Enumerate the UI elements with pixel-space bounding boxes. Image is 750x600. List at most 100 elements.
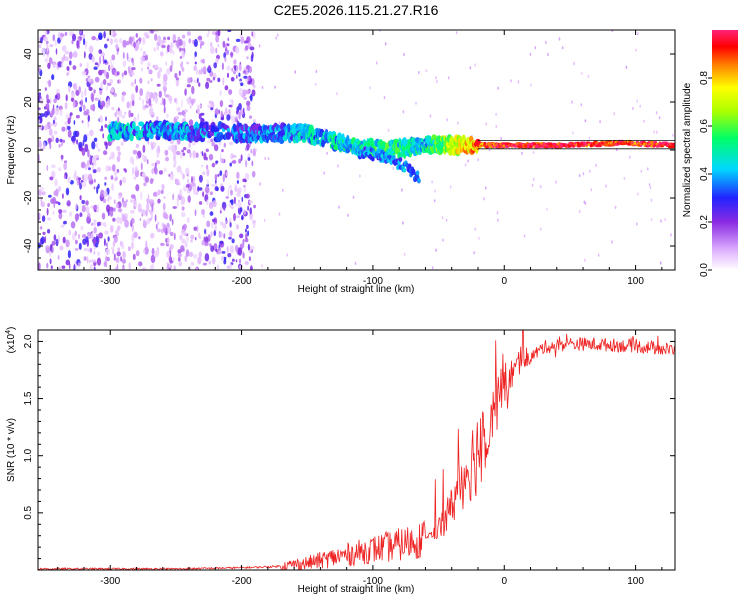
noise-speckle	[54, 39, 57, 47]
noise-speckle	[145, 240, 148, 249]
noise-speckle	[209, 211, 214, 216]
noise-speckle	[64, 31, 68, 36]
noise-speckle	[119, 179, 122, 186]
noise-speckle	[165, 61, 167, 66]
noise-speckle	[206, 168, 210, 177]
noise-speckle	[228, 89, 233, 95]
noise-speckle	[71, 232, 76, 241]
noise-speckle	[77, 262, 81, 267]
noise-speckle	[655, 111, 658, 115]
noise-speckle	[571, 100, 573, 104]
noise-speckle	[78, 242, 82, 250]
noise-speckle	[102, 133, 104, 139]
noise-speckle	[244, 261, 249, 265]
noise-speckle	[93, 245, 96, 251]
noise-speckle	[116, 216, 121, 224]
noise-speckle	[249, 115, 253, 119]
noise-speckle	[225, 50, 230, 56]
noise-speckle	[235, 46, 240, 54]
noise-speckle	[167, 237, 170, 245]
noise-speckle	[172, 206, 177, 209]
noise-speckle	[193, 56, 196, 60]
noise-speckle	[156, 45, 159, 51]
noise-speckle	[648, 183, 651, 187]
noise-speckle	[58, 144, 61, 148]
noise-speckle	[238, 64, 242, 72]
noise-speckle	[578, 174, 581, 178]
noise-speckle	[201, 240, 205, 246]
noise-speckle	[213, 230, 217, 237]
noise-speckle	[558, 37, 561, 41]
noise-speckle	[124, 219, 129, 228]
noise-speckle	[101, 100, 106, 108]
noise-speckle	[212, 76, 216, 81]
noise-speckle	[188, 119, 194, 126]
noise-speckle	[79, 146, 84, 152]
noise-speckle	[112, 240, 116, 247]
noise-speckle	[96, 257, 102, 266]
noise-speckle	[72, 65, 77, 70]
noise-speckle	[429, 114, 432, 118]
noise-speckle	[151, 112, 155, 116]
noise-speckle	[162, 223, 166, 229]
noise-speckle	[61, 45, 67, 52]
colorbar-tick-label: 0.8	[699, 71, 710, 85]
noise-speckle	[138, 236, 141, 240]
noise-speckle	[616, 147, 618, 152]
noise-speckle	[141, 67, 144, 72]
colorbar-tick-label: 0.2	[699, 215, 710, 229]
noise-speckle	[323, 171, 326, 175]
noise-speckle	[670, 233, 672, 237]
noise-speckle	[67, 176, 72, 183]
noise-speckle	[229, 162, 232, 167]
spectrogram-xtick-label: -200	[232, 276, 252, 287]
noise-speckle	[91, 103, 96, 112]
noise-speckle	[97, 99, 101, 109]
noise-speckle	[49, 176, 54, 181]
noise-speckle	[469, 66, 472, 70]
noise-speckle	[226, 246, 229, 253]
noise-speckle	[79, 195, 82, 201]
noise-speckle	[84, 88, 87, 97]
signal-mark	[457, 147, 461, 155]
noise-speckle	[230, 205, 234, 210]
noise-speckle	[201, 151, 204, 157]
noise-speckle	[218, 250, 222, 254]
noise-speckle	[207, 30, 210, 35]
noise-speckle	[131, 241, 134, 250]
noise-speckle	[134, 203, 138, 208]
noise-speckle	[86, 255, 89, 264]
noise-speckle	[595, 163, 597, 167]
noise-speckle	[205, 164, 209, 170]
noise-speckle	[640, 169, 643, 173]
noise-speckle	[91, 141, 96, 150]
noise-speckle	[91, 162, 94, 166]
noise-speckle	[247, 243, 250, 251]
noise-speckle	[138, 96, 142, 101]
noise-speckle	[114, 267, 118, 270]
noise-speckle	[238, 258, 242, 264]
noise-speckle	[52, 210, 55, 215]
noise-speckle	[222, 77, 225, 86]
noise-speckle	[65, 259, 71, 266]
noise-speckle	[133, 41, 136, 48]
noise-speckle	[168, 95, 173, 102]
noise-speckle	[198, 69, 202, 75]
noise-speckle	[169, 244, 174, 250]
noise-speckle	[215, 47, 218, 54]
noise-speckle	[93, 226, 97, 234]
snr-ytick-label: 1.0	[23, 448, 34, 462]
noise-speckle	[197, 256, 202, 265]
noise-speckle	[58, 212, 63, 220]
noise-speckle	[85, 41, 88, 50]
noise-speckle	[138, 261, 143, 267]
noise-speckle	[142, 37, 146, 45]
noise-speckle	[253, 84, 256, 89]
noise-speckle	[227, 72, 229, 78]
noise-speckle	[244, 40, 248, 44]
noise-speckle	[72, 83, 76, 89]
noise-speckle	[54, 178, 58, 187]
noise-speckle	[59, 245, 64, 251]
noise-speckle	[660, 219, 662, 223]
noise-speckle	[44, 236, 47, 244]
